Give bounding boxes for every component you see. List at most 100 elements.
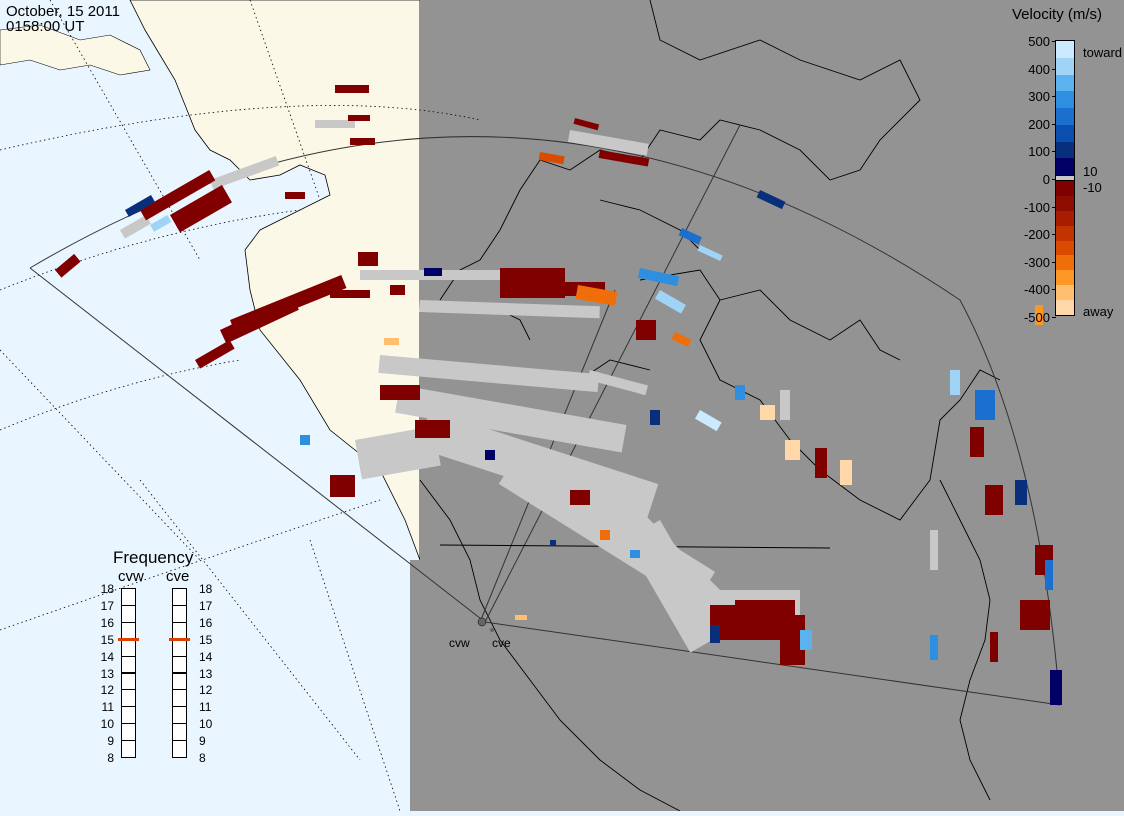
freq-tick-left: 16 xyxy=(100,615,114,630)
velocity-tick-mark xyxy=(1052,151,1056,153)
freq-scale-cell xyxy=(172,672,187,691)
velocity-tick-mark xyxy=(1052,96,1056,98)
freq-tick-right: 17 xyxy=(199,598,213,613)
freq-tick-right: 12 xyxy=(199,683,213,698)
freq-marker xyxy=(169,637,190,641)
freq-tick-right: 11 xyxy=(199,700,212,715)
velocity-tick-mark xyxy=(1052,317,1056,318)
velocity-tick-mark xyxy=(1052,261,1056,263)
colorbar-segment-positive xyxy=(1056,141,1074,159)
velocity-tick-mark xyxy=(1052,179,1056,180)
freq-scale-cell xyxy=(172,588,187,606)
freq-tick-left: 12 xyxy=(100,683,114,698)
freq-scale-cell xyxy=(121,672,136,691)
colorbar-segment-negative xyxy=(1056,181,1074,196)
freq-scale-cell xyxy=(121,655,136,674)
freq-cve-label: cve xyxy=(166,568,190,585)
freq-scale-cell xyxy=(172,723,187,742)
backscatter-orange xyxy=(384,152,1043,620)
velocity-tick-label: 300 xyxy=(1028,89,1050,105)
colorbar-segment-negative xyxy=(1056,255,1074,271)
freq-cvw-label: cvw xyxy=(118,568,144,585)
freq-tick-right: 10 xyxy=(199,717,213,732)
radar-label-cvw: cvw xyxy=(449,636,470,650)
velocity-tick-label: 400 xyxy=(1028,61,1050,77)
velocity-tick-label: 0 xyxy=(1042,172,1050,187)
colorbar-segment-negative xyxy=(1056,195,1074,211)
freq-tick-left: 9 xyxy=(107,734,114,749)
frequency-title: Frequency xyxy=(113,548,194,567)
time-label: 0158:00 UT xyxy=(6,18,85,35)
night-shading-lower xyxy=(410,560,420,811)
freq-marker xyxy=(118,637,139,641)
freq-scale-cell xyxy=(121,604,136,623)
colorbar-segment-negative xyxy=(1056,300,1074,315)
freq-scale-cell xyxy=(172,638,187,657)
velocity-scale-title: Velocity (m/s) xyxy=(1012,6,1103,23)
velocity-tick-mark xyxy=(1052,123,1056,125)
freq-scale-cell xyxy=(121,723,136,742)
freq-tick-left: 17 xyxy=(100,598,114,613)
freq-tick-left: 14 xyxy=(100,649,114,664)
velocity-tick-mark xyxy=(1052,234,1056,236)
freq-scale-cell xyxy=(121,706,136,725)
freq-tick-left: 13 xyxy=(100,666,114,681)
freq-scale-cell xyxy=(121,740,136,758)
colorbar-segment-positive xyxy=(1056,108,1074,125)
velocity-tick-label: -100 xyxy=(1023,199,1050,215)
colorbar-segment-positive xyxy=(1056,158,1074,175)
toward-label: toward xyxy=(1083,45,1123,60)
minus10-label: -10 xyxy=(1083,180,1102,195)
colorbar-segment-negative xyxy=(1056,285,1074,300)
velocity-tick-label: -300 xyxy=(1023,254,1050,270)
colorbar-segment-negative xyxy=(1056,210,1074,226)
land-day-west xyxy=(0,24,151,76)
freq-scale-cell xyxy=(121,689,136,708)
radar-site-cve xyxy=(490,628,494,632)
radar-label-cve: cve xyxy=(492,636,511,650)
freq-tick-right: 13 xyxy=(199,666,213,681)
colorbar-segment-positive xyxy=(1056,57,1074,75)
away-label: away xyxy=(1083,304,1114,319)
freq-tick-left: 11 xyxy=(101,700,114,715)
velocity-tick-mark xyxy=(1052,289,1056,291)
colorbar-segment-negative xyxy=(1056,240,1074,256)
velocity-tick-label: -500 xyxy=(1023,310,1050,325)
velocity-tick-mark xyxy=(1052,68,1056,70)
plus10-label: 10 xyxy=(1083,164,1098,179)
freq-tick-left: 18 xyxy=(100,582,114,596)
freq-scale-cell xyxy=(172,706,187,725)
freq-scale-cell xyxy=(121,638,136,657)
velocity-tick-label: 100 xyxy=(1028,144,1050,160)
colorbar-segment-positive xyxy=(1056,74,1074,92)
velocity-tick-mark xyxy=(1052,206,1056,208)
freq-tick-right: 9 xyxy=(199,734,206,749)
backscatter-blue xyxy=(125,190,1062,705)
colorbar-segment-positive xyxy=(1056,124,1074,142)
freq-tick-left: 15 xyxy=(100,632,114,647)
freq-tick-right: 16 xyxy=(199,615,213,630)
velocity-colorbar xyxy=(1055,40,1075,316)
colorbar-segment-positive xyxy=(1056,91,1074,108)
colorbar-segment-negative xyxy=(1056,270,1074,286)
freq-scale-cell xyxy=(172,604,187,623)
velocity-tick-mark xyxy=(1052,41,1056,42)
freq-tick-left: 8 xyxy=(107,751,114,765)
freq-scale-cell xyxy=(172,655,187,674)
velocity-tick-label: -200 xyxy=(1023,227,1050,243)
velocity-tick-label: 500 xyxy=(1028,34,1050,49)
freq-tick-right: 8 xyxy=(199,751,206,765)
colorbar-segment-negative xyxy=(1056,225,1074,241)
date-label: October, 15 2011 xyxy=(6,3,120,20)
freq-scale-cell xyxy=(172,689,187,708)
radar-site-cvw xyxy=(477,617,487,627)
freq-tick-right: 15 xyxy=(199,632,213,647)
freq-scale-cell xyxy=(172,740,187,758)
colorbar-segment-positive xyxy=(1056,41,1074,58)
freq-tick-left: 10 xyxy=(100,717,114,732)
velocity-tick-label: 200 xyxy=(1028,116,1050,132)
velocity-tick-label: -400 xyxy=(1023,282,1050,298)
freq-tick-right: 14 xyxy=(199,649,213,664)
